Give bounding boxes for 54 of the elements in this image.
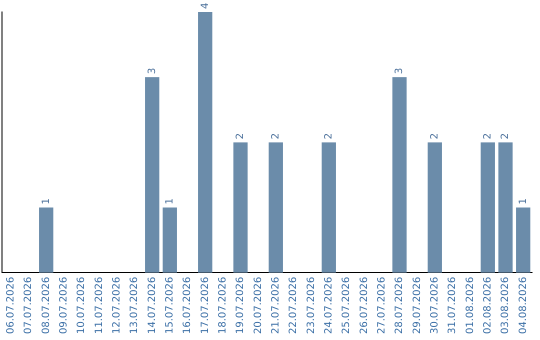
data-label: 4 bbox=[200, 2, 211, 9]
x-tick-label: 02.08.2026 bbox=[482, 276, 494, 334]
x-tick-label: 07.07.2026 bbox=[23, 276, 34, 334]
bar bbox=[39, 208, 54, 273]
x-tick-label: 23.07.2026 bbox=[306, 276, 317, 334]
x-tick-label: 04.08.2026 bbox=[518, 276, 529, 334]
data-label: 2 bbox=[429, 132, 440, 140]
bar bbox=[322, 142, 336, 273]
x-tick-label: 15.07.2026 bbox=[164, 276, 176, 334]
data-label: 3 bbox=[394, 68, 406, 74]
data-label: 1 bbox=[40, 198, 52, 205]
bar bbox=[268, 142, 283, 273]
x-tick-label: 17.07.2026 bbox=[200, 276, 211, 334]
bar bbox=[162, 208, 177, 273]
x-tick-label: 08.07.2026 bbox=[40, 276, 52, 334]
x-tick-label: 20.07.2026 bbox=[252, 276, 264, 334]
x-tick-label: 28.07.2026 bbox=[394, 276, 406, 334]
x-tick-label: 19.07.2026 bbox=[235, 276, 246, 334]
x-tick-label: 25.07.2026 bbox=[341, 276, 352, 334]
data-label: 1 bbox=[164, 198, 176, 205]
x-tick-label: 16.07.2026 bbox=[182, 276, 194, 334]
x-tick-label: 31.07.2026 bbox=[447, 276, 458, 334]
x-tick-label: 10.07.2026 bbox=[76, 276, 88, 334]
data-label: 2 bbox=[482, 132, 494, 140]
x-tick-label: 27.07.2026 bbox=[376, 276, 388, 334]
x-tick-label: 21.07.2026 bbox=[270, 276, 282, 334]
bar bbox=[480, 142, 495, 273]
x-tick-label: 11.07.2026 bbox=[94, 276, 105, 334]
x-tick-label: 18.07.2026 bbox=[217, 276, 228, 334]
data-label: 2 bbox=[235, 132, 246, 140]
x-tick-label: 26.07.2026 bbox=[358, 276, 370, 334]
bar bbox=[428, 142, 442, 273]
x-tick-label: 22.07.2026 bbox=[288, 276, 300, 334]
bar bbox=[145, 77, 160, 273]
data-label: 1 bbox=[518, 198, 529, 205]
x-tick-label: 03.08.2026 bbox=[500, 276, 512, 334]
bar bbox=[198, 12, 212, 273]
data-label: 2 bbox=[323, 132, 334, 140]
x-tick-label: 09.07.2026 bbox=[58, 276, 70, 334]
x-tick-label: 14.07.2026 bbox=[146, 276, 158, 334]
x-tick-label: 06.07.2026 bbox=[5, 276, 16, 334]
x-tick-label: 24.07.2026 bbox=[323, 276, 334, 334]
bar bbox=[392, 77, 407, 273]
x-tick-label: 12.07.2026 bbox=[111, 276, 122, 334]
x-tick-label: 13.07.2026 bbox=[129, 276, 140, 334]
bar bbox=[498, 142, 513, 273]
x-tick-label: 29.07.2026 bbox=[412, 276, 423, 334]
bar bbox=[233, 142, 248, 273]
data-label: 3 bbox=[146, 68, 158, 74]
x-tick-label: 01.08.2026 bbox=[464, 276, 476, 334]
data-label: 2 bbox=[500, 132, 512, 140]
data-label: 2 bbox=[270, 132, 282, 140]
bar bbox=[516, 208, 530, 273]
x-tick-label: 30.07.2026 bbox=[429, 276, 440, 334]
